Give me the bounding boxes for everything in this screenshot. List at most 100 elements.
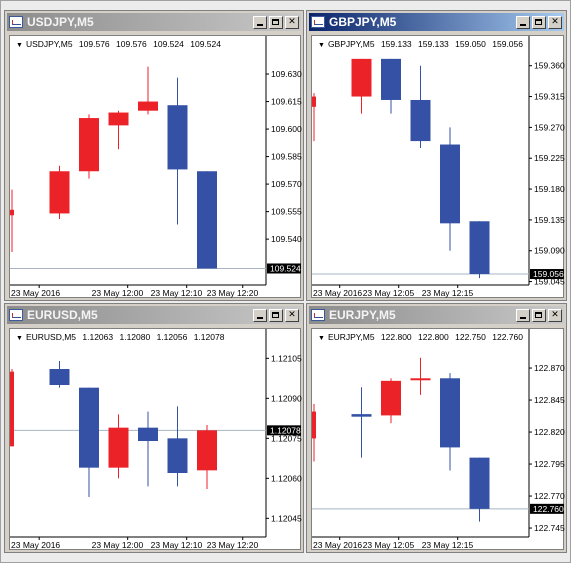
candle-body	[108, 427, 129, 468]
price-chart[interactable]: 122.870 122.845 122.820 122.795 122.770 122.7…	[311, 328, 565, 550]
time-tick-label: 23 May 12:00	[92, 540, 144, 550]
window-titlebar[interactable]: EURJPY,M5 ✕	[309, 306, 564, 324]
chart-window-icon	[9, 309, 23, 321]
price-tick-label: 1.12060	[271, 473, 302, 483]
candle-body	[10, 371, 14, 447]
price-tick-label: 159.360	[534, 61, 565, 71]
current-price-marker	[530, 269, 564, 280]
candle-body	[10, 209, 14, 216]
price-tick-label: 159.270	[534, 122, 565, 132]
candle-body	[138, 427, 158, 441]
candle-body	[469, 457, 490, 509]
minimize-button[interactable]	[516, 15, 530, 29]
candlestick-chart: 159.360 159.315 159.270 159.225 159.180 159.1…	[312, 36, 565, 298]
price-tick-label: 109.630	[271, 69, 302, 79]
candle-body	[410, 378, 431, 381]
price-chart[interactable]: 109.630 109.615 109.600 109.585 109.570 109.5…	[9, 35, 302, 298]
current-price-marker	[267, 425, 301, 436]
current-price-label: 109.524	[270, 263, 301, 273]
minimize-button[interactable]	[253, 308, 267, 322]
info-low: 122.750	[455, 332, 486, 342]
dropdown-triangle-icon: ▼	[16, 42, 23, 49]
info-open: 109.576	[78, 39, 110, 49]
candle-body	[440, 144, 460, 224]
price-tick-label: 1.12090	[271, 393, 302, 403]
price-chart[interactable]: 1.12105 1.12090 1.12075 1.12060 1.12045 1.120…	[9, 328, 302, 550]
candle-body	[312, 96, 316, 107]
price-tick-label: 122.870	[534, 363, 565, 373]
time-tick-label: 23 May 12:05	[363, 540, 415, 550]
info-high: 109.576	[116, 39, 147, 49]
price-tick-label: 122.795	[534, 459, 565, 469]
window-titlebar[interactable]: EURUSD,M5 ✕	[7, 306, 301, 324]
price-tick-label: 1.12045	[271, 513, 302, 523]
price-tick-label: 159.045	[534, 277, 565, 287]
chart-window-icon	[311, 309, 325, 321]
window-titlebar[interactable]: GBPJPY,M5 ✕	[309, 13, 564, 31]
window-title: EURJPY,M5	[329, 308, 396, 322]
time-tick-label: 23 May 12:10	[151, 540, 203, 550]
dropdown-triangle-icon: ▼	[318, 42, 325, 49]
info-high: 122.800	[418, 332, 449, 342]
info-symbol: GBPJPY,M5	[327, 39, 375, 49]
chart-window-eurusd[interactable]: EURUSD,M5 ✕ 1.12105 1.12090 1.12075 1.12060…	[4, 303, 304, 553]
maximize-button[interactable]	[532, 15, 546, 29]
info-symbol: EURUSD,M5	[25, 332, 76, 342]
candlestick-chart: 122.870 122.845 122.820 122.795 122.770 122.7…	[312, 329, 565, 550]
close-button[interactable]: ✕	[548, 308, 562, 322]
window-titlebar[interactable]: USDJPY,M5 ✕	[7, 13, 301, 31]
price-tick-label: 122.845	[534, 395, 565, 405]
dropdown-triangle-icon: ▼	[16, 335, 23, 342]
info-close: 122.760	[492, 332, 523, 342]
time-tick-label: 23 May 12:15	[422, 288, 474, 298]
info-high: 159.133	[418, 39, 449, 49]
info-symbol: EURJPY,M5	[327, 332, 375, 342]
info-open: 122.800	[380, 332, 412, 342]
candle-body	[469, 221, 490, 275]
window-title: GBPJPY,M5	[329, 15, 397, 29]
candle-body	[351, 58, 372, 97]
chart-info-bar: ▼ GBPJPY,M5 159.133 159.133 159.050 159.0…	[318, 39, 523, 49]
price-tick-label: 1.12075	[271, 433, 302, 443]
info-symbol: USDJPY,M5	[25, 39, 73, 49]
candle-body	[49, 369, 70, 385]
chart-window-gbpjpy[interactable]: GBPJPY,M5 ✕ 159.360 159.315 159.270 159.225…	[306, 10, 567, 301]
chart-info-bar: ▼ EURUSD,M5 1.12063 1.12080 1.12056 1.120…	[16, 332, 224, 342]
candle-body	[138, 101, 158, 111]
info-low: 1.12056	[156, 332, 188, 342]
chart-window-usdjpy[interactable]: USDJPY,M5 ✕ 109.630 109.615 109.600 109.585…	[4, 10, 304, 301]
candle-body	[167, 438, 188, 473]
chart-window-eurjpy[interactable]: EURJPY,M5 ✕ 122.870 122.845 122.820 122.795…	[306, 303, 567, 553]
info-close: 159.056	[492, 39, 523, 49]
price-tick-label: 109.555	[271, 207, 302, 217]
close-button[interactable]: ✕	[548, 15, 562, 29]
maximize-button[interactable]	[269, 15, 283, 29]
candle-body	[312, 411, 316, 439]
price-tick-label: 109.600	[271, 124, 302, 134]
info-close: 1.12078	[193, 332, 225, 342]
time-tick-label: 23 May 2016	[313, 288, 362, 298]
current-price-marker	[267, 263, 301, 274]
candle-body	[381, 58, 401, 100]
dropdown-triangle-icon: ▼	[318, 335, 325, 342]
minimize-button[interactable]	[253, 15, 267, 29]
price-tick-label: 159.135	[534, 215, 565, 225]
price-tick-label: 1.12105	[271, 353, 302, 363]
price-chart[interactable]: 159.360 159.315 159.270 159.225 159.180 159.1…	[311, 35, 565, 298]
minimize-button[interactable]	[516, 308, 530, 322]
current-price-label: 122.760	[533, 504, 564, 514]
maximize-button[interactable]	[269, 308, 283, 322]
info-open: 159.133	[380, 39, 412, 49]
current-price-label: 1.12078	[270, 425, 301, 435]
info-low: 109.524	[153, 39, 184, 49]
info-close: 109.524	[190, 39, 221, 49]
price-tick-label: 109.540	[271, 234, 302, 244]
time-tick-label: 23 May 12:10	[151, 288, 203, 298]
close-button[interactable]: ✕	[285, 308, 299, 322]
candle-body	[410, 99, 431, 142]
close-button[interactable]: ✕	[285, 15, 299, 29]
maximize-button[interactable]	[532, 308, 546, 322]
candle-body	[381, 380, 401, 416]
time-tick-label: 23 May 2016	[11, 540, 60, 550]
